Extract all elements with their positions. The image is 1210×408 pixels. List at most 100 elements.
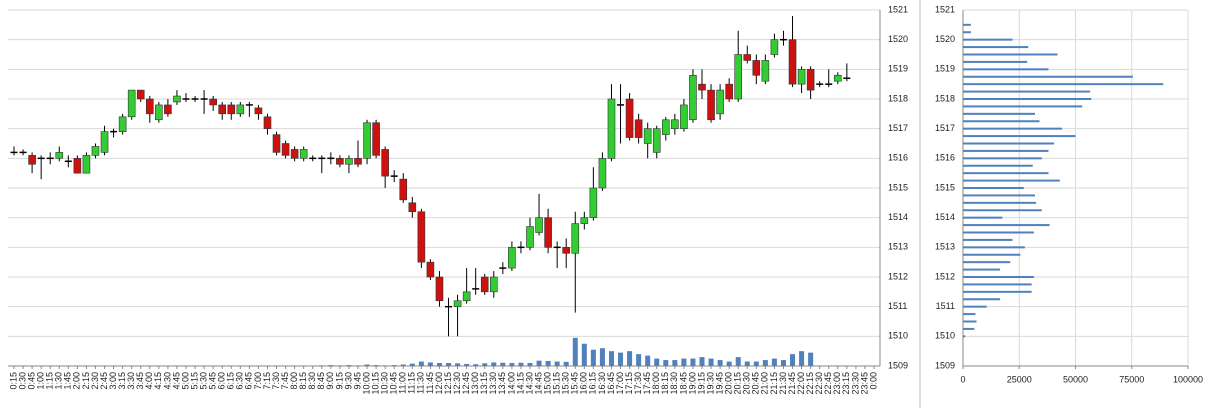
x-tick-label: 12:45 (461, 372, 471, 395)
candle-body (245, 104, 253, 106)
candle-body (73, 158, 82, 174)
y-tick-label: 1511 (888, 301, 907, 311)
candle-body (843, 77, 851, 79)
x-tick-label: 19:45 (714, 372, 724, 395)
candle-body (390, 175, 398, 177)
x-tick-label: 21:00 (760, 372, 770, 395)
volume-bar (427, 362, 433, 366)
candle-body (318, 157, 326, 160)
volume-bar (735, 357, 741, 366)
x-tick-label: 20:45 (751, 372, 761, 395)
x-tick-label: 0:30 (17, 372, 27, 390)
candle-body (489, 276, 498, 293)
x-tick-label: 1:45 (63, 372, 73, 390)
candle-body (752, 60, 761, 76)
x-tick-label: 18:15 (660, 372, 670, 395)
candle-body (806, 69, 815, 91)
candle-body (779, 38, 787, 41)
volume-bar (455, 363, 461, 366)
x-tick-label: 1:15 (45, 372, 55, 390)
x-tick-label: 22:30 (814, 372, 824, 395)
candle-body (797, 69, 806, 85)
y-tick-label: 1514 (935, 212, 955, 222)
candle-body (327, 157, 335, 160)
candle-body (480, 276, 489, 293)
x-tick-label: 9:30 (343, 372, 353, 390)
volume-bar (491, 362, 497, 366)
candle-body (100, 131, 109, 153)
candle-body (145, 98, 154, 115)
x-tick-label: 19:15 (696, 372, 706, 395)
x-tick-label: 10:15 (370, 372, 380, 395)
x-tick-label: 13:00 (470, 372, 480, 395)
x-tick-label: 10:30 (380, 372, 390, 395)
volume-bar (518, 362, 524, 366)
x-tick-label: 17:45 (642, 372, 652, 395)
candle-body (182, 98, 190, 100)
profile-bar (963, 179, 1060, 182)
volume-bar (536, 360, 542, 366)
candle-body (499, 267, 507, 269)
candle-body (761, 60, 770, 82)
x-tick-label: 15:15 (552, 372, 562, 395)
profile-bar (963, 246, 1025, 249)
profile-bar (963, 201, 1037, 204)
volume-bar (645, 355, 651, 366)
candle-body (825, 83, 833, 85)
x-tick-label: 13:45 (497, 372, 507, 395)
candle-body (734, 54, 743, 100)
candle-body (381, 149, 389, 177)
x-tick-label: 4:45 (171, 372, 181, 390)
candle-body (788, 39, 797, 85)
volume-bar (672, 360, 678, 366)
candle-body (472, 288, 480, 290)
x-tick-label: 3:45 (135, 372, 145, 390)
y-tick-label: 1516 (888, 153, 908, 163)
x-tick-label: 8:15 (298, 372, 308, 390)
candle-body (743, 54, 752, 61)
volume-bar (436, 363, 442, 366)
y-tick-label: 1515 (888, 182, 908, 192)
x-tick-label: 20:15 (733, 372, 743, 395)
profile-bar (963, 276, 1034, 278)
x-tick-label: 10:45 (389, 372, 399, 395)
x-tick-label: 19:00 (687, 372, 697, 395)
candle-body (625, 98, 634, 138)
volume-bar (799, 351, 805, 366)
volume-bar (681, 358, 687, 366)
profile-bar (963, 253, 1021, 256)
candle-body (435, 276, 444, 302)
candle-body (263, 116, 272, 129)
y-tick-label: 1515 (935, 182, 955, 192)
candle-body (227, 104, 236, 115)
y-tick-label: 1519 (935, 64, 955, 74)
profile-bar (963, 327, 975, 330)
x-tick-label: 3:00 (108, 372, 118, 390)
volume-bar (473, 364, 479, 366)
x-tick-label: 25000 (1007, 374, 1032, 384)
candle-body (417, 211, 426, 263)
x-tick-label: 17:30 (633, 372, 643, 395)
x-tick-label: 4:30 (162, 372, 172, 390)
candle-body (155, 104, 163, 121)
x-tick-label: 8:30 (307, 372, 317, 390)
candle-body (110, 130, 118, 133)
profile-bar (963, 60, 1028, 63)
candle-body (399, 178, 408, 201)
x-tick-label: 9:15 (334, 372, 344, 390)
candle-body (770, 39, 779, 55)
x-tick-label: 17:15 (624, 372, 634, 395)
profile-bar (963, 68, 1049, 71)
candle-body (462, 291, 471, 302)
candle-body (571, 223, 580, 254)
candle-body (689, 74, 697, 121)
x-tick-label: 9:45 (352, 372, 362, 390)
x-tick-label: 14:00 (506, 372, 516, 395)
x-tick-label: 23:45 (859, 372, 869, 395)
y-tick-label: 1521 (888, 4, 908, 14)
volume-bar (400, 364, 406, 366)
volume-bar (418, 361, 424, 366)
y-tick-label: 1516 (935, 153, 955, 163)
x-tick-label: 18:30 (669, 372, 679, 395)
candle-body (136, 89, 145, 100)
